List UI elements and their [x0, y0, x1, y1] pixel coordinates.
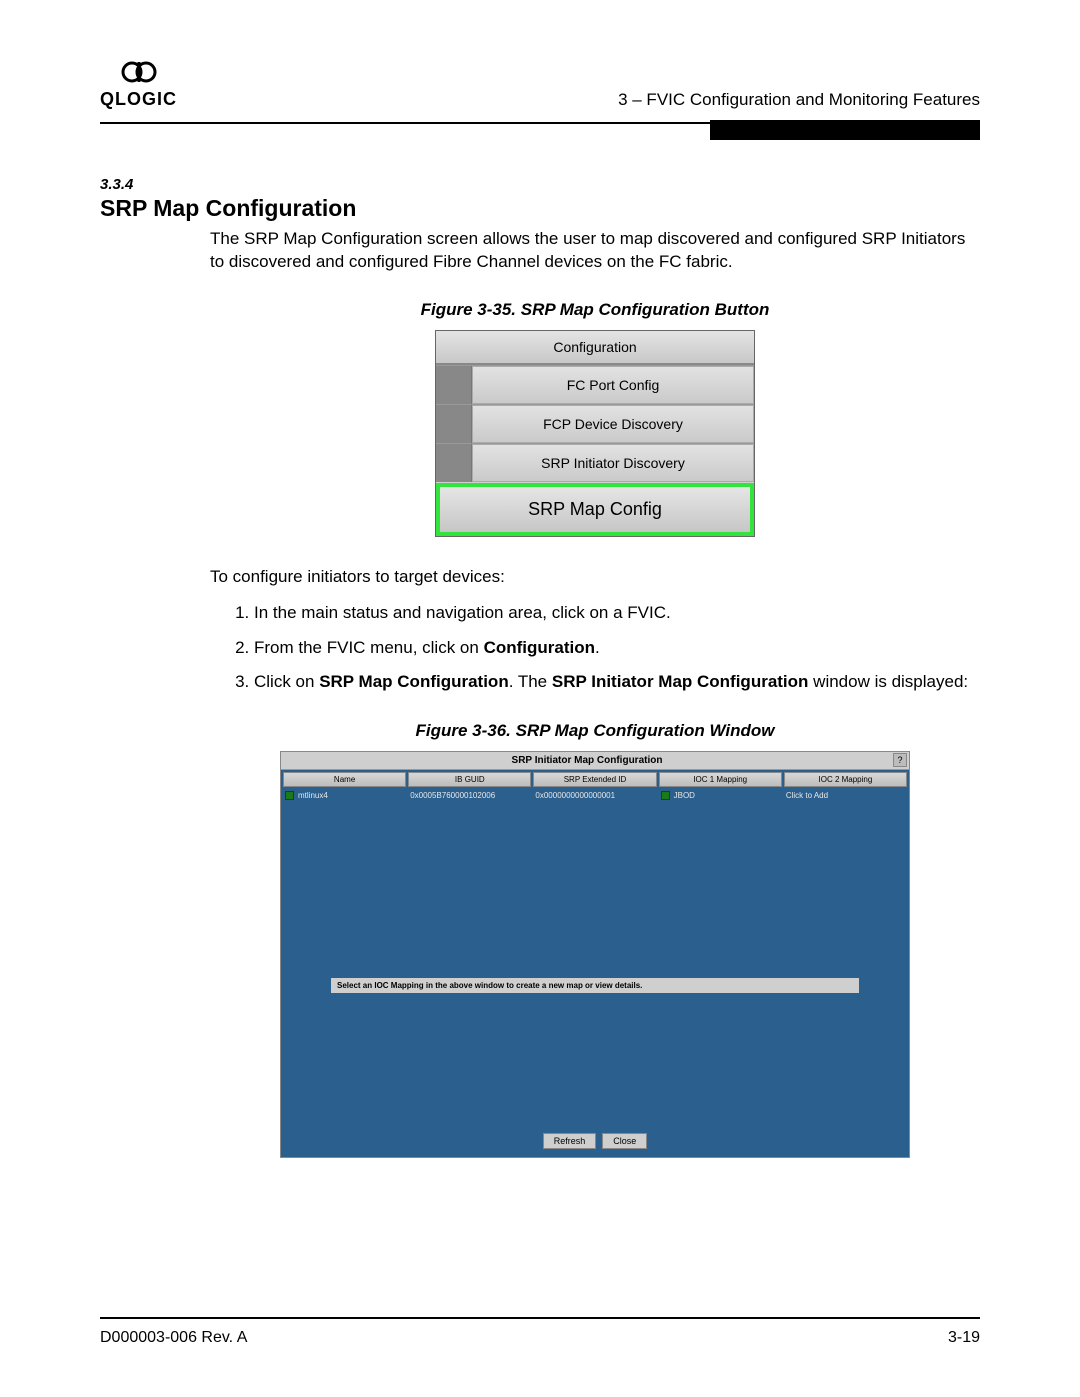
cell-name: mtlinux4: [298, 791, 328, 800]
section-intro: The SRP Map Configuration screen allows …: [210, 228, 980, 274]
menu-header[interactable]: Configuration: [436, 331, 754, 365]
step-2: From the FVIC menu, click on Configurati…: [254, 636, 980, 661]
hint-text: Select an IOC Mapping in the above windo…: [331, 978, 859, 993]
refresh-button[interactable]: Refresh: [543, 1133, 597, 1149]
config-menu: Configuration FC Port Config FCP Device …: [435, 330, 755, 537]
section-number: 3.3.4: [100, 176, 980, 193]
status-icon: [661, 791, 670, 800]
cell-ioc1[interactable]: JBOD: [674, 791, 695, 800]
col-name[interactable]: Name: [283, 772, 406, 787]
logo-text: QLOGIC: [100, 89, 177, 110]
menu-item-fcp-discovery[interactable]: FCP Device Discovery: [472, 405, 754, 443]
status-icon: [285, 791, 294, 800]
close-button[interactable]: Close: [602, 1133, 647, 1149]
steps-intro: To configure initiators to target device…: [210, 567, 980, 587]
menu-item-fc-port[interactable]: FC Port Config: [472, 366, 754, 404]
doc-id: D000003-006 Rev. A: [100, 1329, 247, 1347]
figure-35-caption: Figure 3-35. SRP Map Configuration Butto…: [210, 300, 980, 320]
page-number: 3-19: [948, 1329, 980, 1347]
col-ext[interactable]: SRP Extended ID: [533, 772, 656, 787]
table-row[interactable]: mtlinux4 0x0005B760000102006 0x000000000…: [281, 789, 909, 804]
logo-icon: [120, 60, 158, 89]
step-1: In the main status and navigation area, …: [254, 601, 980, 626]
step-3: Click on SRP Map Configuration. The SRP …: [254, 670, 980, 695]
col-ioc1[interactable]: IOC 1 Mapping: [659, 772, 782, 787]
chapter-title: 3 – FVIC Configuration and Monitoring Fe…: [618, 90, 980, 110]
section-title: SRP Map Configuration: [100, 195, 980, 222]
header-bar: [710, 120, 980, 140]
cell-guid: 0x0005B760000102006: [410, 791, 495, 800]
window-title: SRP Initiator Map Configuration: [281, 752, 893, 769]
cell-ext: 0x0000000000000001: [535, 791, 615, 800]
logo: QLOGIC: [100, 60, 177, 110]
menu-item-srp-discovery[interactable]: SRP Initiator Discovery: [472, 444, 754, 482]
col-ioc2[interactable]: IOC 2 Mapping: [784, 772, 907, 787]
figure-36-caption: Figure 3-36. SRP Map Configuration Windo…: [210, 721, 980, 741]
srp-map-window: SRP Initiator Map Configuration ? Name I…: [280, 751, 910, 1158]
cell-ioc2[interactable]: Click to Add: [786, 791, 828, 800]
col-guid[interactable]: IB GUID: [408, 772, 531, 787]
help-button[interactable]: ?: [893, 753, 907, 767]
menu-item-srp-map-config[interactable]: SRP Map Config: [440, 487, 750, 532]
